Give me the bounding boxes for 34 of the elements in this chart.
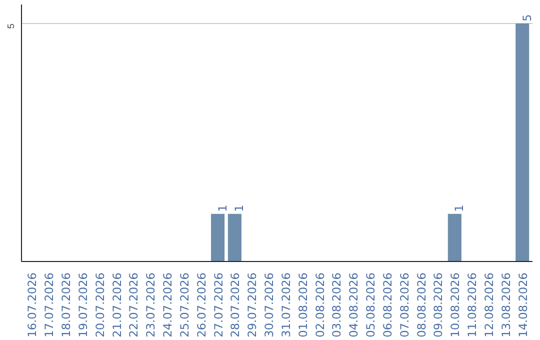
x-tick-label: 10.08.2026: [448, 272, 462, 338]
x-tick-label: 05.08.2026: [364, 272, 378, 338]
x-tick-label: 06.08.2026: [380, 272, 394, 338]
data-label: 1: [452, 204, 466, 212]
x-tick-label: 18.07.2026: [58, 272, 73, 338]
x-tick-label: 29.07.2026: [245, 272, 260, 338]
x-tick-label: 14.08.2026: [516, 272, 530, 338]
x-tick-label: 03.08.2026: [330, 272, 344, 338]
x-tick-label: 25.07.2026: [177, 272, 192, 338]
x-tick-label: 31.07.2026: [278, 272, 293, 338]
x-tick-label: 20.07.2026: [92, 272, 107, 338]
x-tick-label: 28.07.2026: [228, 272, 242, 338]
x-tick-label: 13.08.2026: [498, 272, 513, 338]
x-tick-label: 21.07.2026: [110, 272, 124, 338]
x-tick-label: 23.07.2026: [144, 272, 158, 338]
x-tick-label: 24.07.2026: [160, 272, 175, 338]
x-tick-label: 07.08.2026: [397, 272, 412, 338]
x-tick-label: 11.08.2026: [465, 272, 480, 338]
x-tick-label: 09.08.2026: [431, 272, 446, 338]
x-tick-label: 12.08.2026: [482, 272, 496, 338]
x-tick-label: 26.07.2026: [194, 272, 208, 338]
data-label: 1: [215, 204, 230, 212]
x-tick-label: 02.08.2026: [312, 272, 327, 338]
data-label: 1: [232, 204, 246, 212]
x-tick-label: 04.08.2026: [346, 272, 361, 338]
x-tick-label: 30.07.2026: [262, 272, 276, 338]
x-tick-label: 01.08.2026: [296, 272, 310, 338]
x-tick-label: 16.07.2026: [25, 272, 40, 338]
x-tick-label: 17.07.2026: [42, 272, 56, 338]
x-tick-label: 27.07.2026: [211, 272, 226, 338]
x-tick-label: 22.07.2026: [126, 272, 141, 338]
data-label: 5: [520, 14, 534, 22]
x-tick-label: 19.07.2026: [76, 272, 90, 338]
x-tick-label: 08.08.2026: [414, 272, 428, 338]
